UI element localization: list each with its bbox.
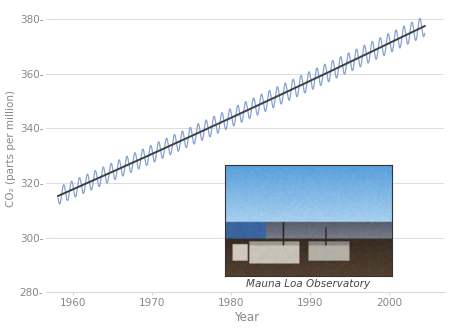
- Y-axis label: CO₂ (parts per million): CO₂ (parts per million): [5, 90, 16, 207]
- Text: Mauna Loa Observatory: Mauna Loa Observatory: [246, 279, 370, 289]
- X-axis label: Year: Year: [234, 311, 259, 324]
